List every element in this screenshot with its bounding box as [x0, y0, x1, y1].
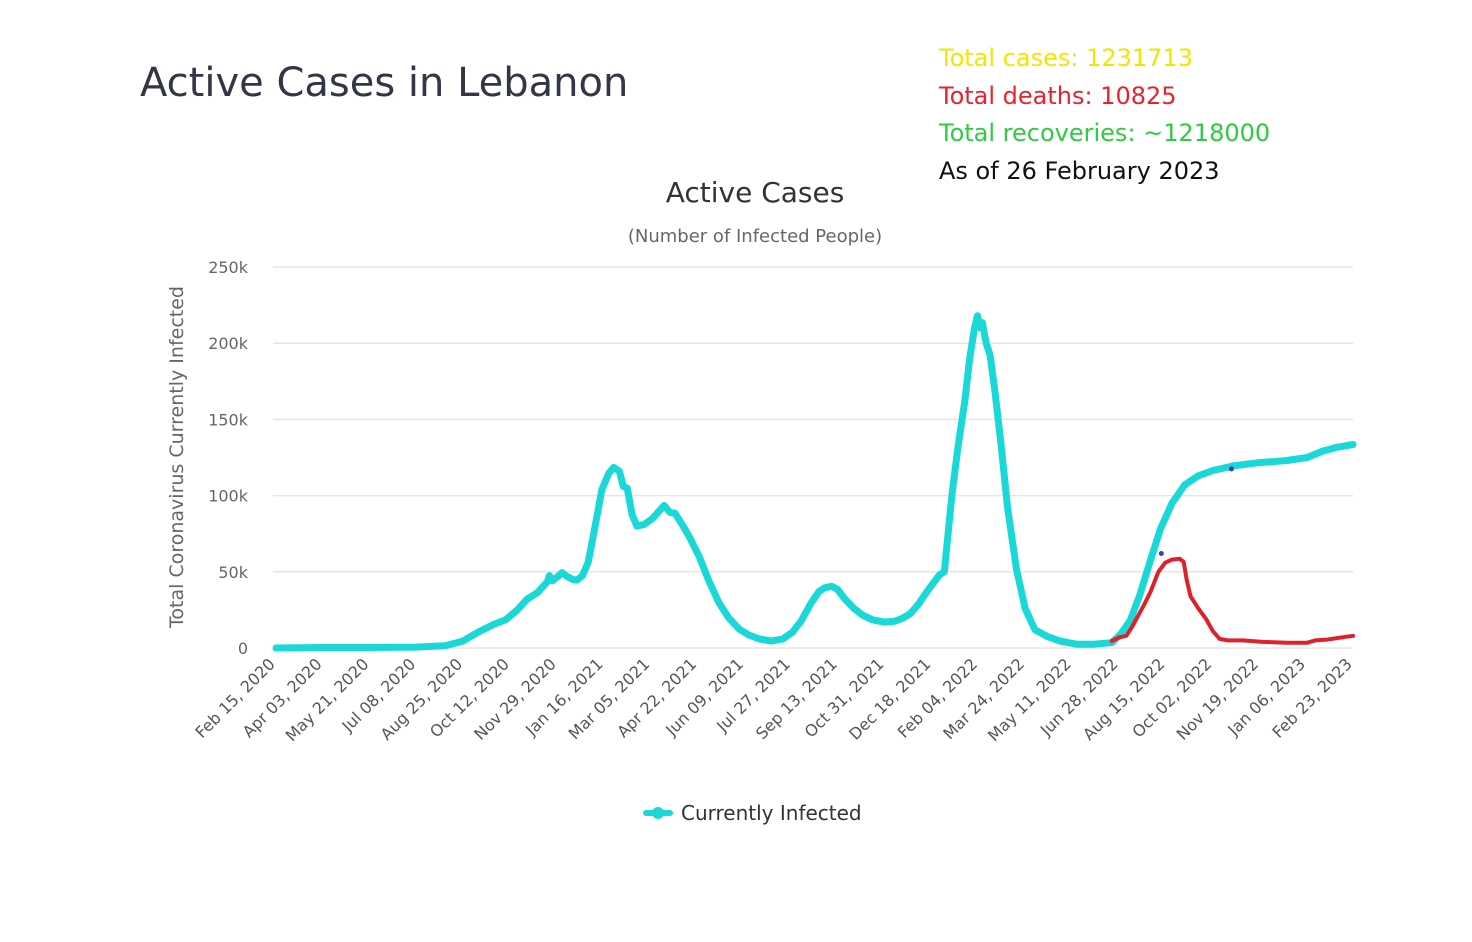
y-tick-label: 100k [208, 487, 249, 506]
overlay-marker [1228, 466, 1234, 472]
legend-label-currently-infected: Currently Infected [681, 801, 862, 825]
total-deaths-stat: Total deaths: 10825 [939, 81, 1177, 110]
x-tick-label: Nov 29, 2020 [470, 654, 559, 743]
overlay-red-line [1109, 556, 1355, 645]
total-recoveries-stat: Total recoveries: ~1218000 [939, 119, 1271, 147]
x-tick-label: Aug 25, 2020 [377, 654, 467, 744]
x-tick-label: May 11, 2022 [984, 654, 1075, 745]
y-tick-label: 250k [208, 258, 249, 277]
series-line-currently-infected[interactable] [272, 312, 1357, 652]
overlay-marker [1158, 551, 1164, 557]
chart-subtitle: (Number of Infected People) [628, 226, 882, 247]
as-of-date-stat: As of 26 February 2023 [939, 156, 1220, 185]
total-cases-stat: Total cases: 1231713 [939, 44, 1193, 72]
y-tick-label: 150k [208, 410, 249, 429]
grid-layer [273, 266, 1353, 649]
stats-panel: Total cases: 1231713 Total deaths: 10825… [939, 40, 1270, 190]
x-tick-label: Sep 13, 2021 [752, 654, 841, 743]
legend-swatch-marker [652, 807, 664, 819]
x-tick-label: Mar 05, 2021 [565, 654, 654, 743]
y-tick-labels: 0 50k 100k 150k 200k 250k [208, 258, 249, 658]
x-tick-label: Nov 19, 2022 [1173, 654, 1262, 743]
x-tick-label: Mar 24, 2022 [939, 654, 1028, 743]
x-tick-label: Aug 15, 2022 [1079, 654, 1169, 744]
y-axis-title: Total Coronavirus Currently Infected [166, 286, 188, 629]
series-layer [272, 312, 1357, 652]
chart-title: Active Cases [666, 176, 845, 209]
overlay-layer [1109, 466, 1355, 645]
y-tick-label: 0 [238, 639, 248, 658]
y-tick-label: 50k [218, 563, 248, 582]
x-tick-label: May 21, 2020 [282, 654, 373, 745]
page-title: Active Cases in Lebanon [140, 60, 629, 106]
legend[interactable]: Currently Infected [643, 801, 862, 825]
y-tick-label: 200k [208, 334, 249, 353]
x-tick-label: Feb 15, 2020 [191, 654, 278, 741]
x-tick-label: Dec 18, 2021 [845, 654, 934, 743]
